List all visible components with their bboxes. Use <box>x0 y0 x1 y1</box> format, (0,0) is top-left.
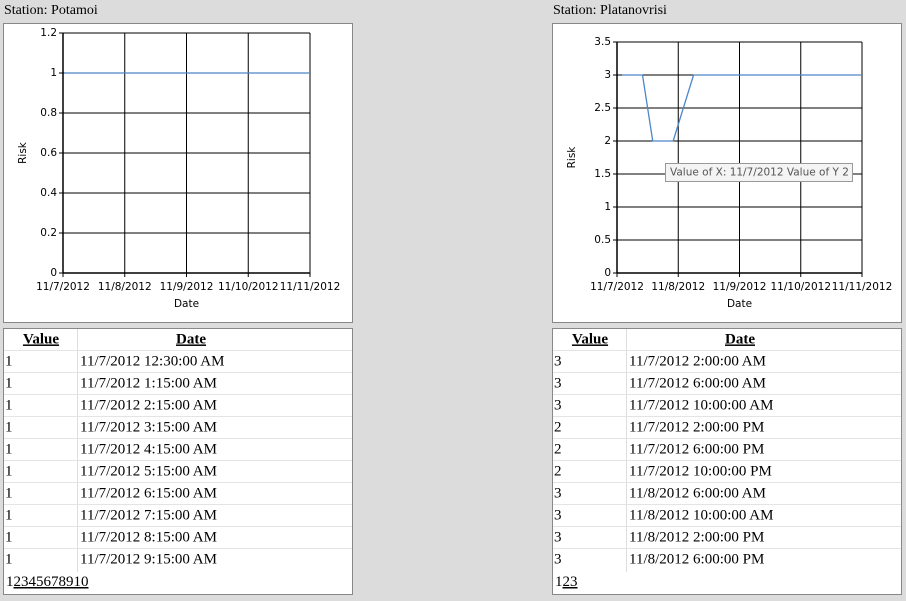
y-tick-label: 0 <box>604 267 611 279</box>
cell-value: 3 <box>554 529 562 545</box>
y-axis-label: Risk <box>566 146 578 169</box>
page-link[interactable]: 9 <box>66 574 74 590</box>
cell-date: 11/8/2012 6:00:00 PM <box>629 551 764 567</box>
page-link[interactable]: 3 <box>570 574 578 590</box>
cell-value: 1 <box>5 507 13 523</box>
y-tick-label: 1 <box>604 201 611 213</box>
cell-date: 11/7/2012 3:15:00 AM <box>80 419 217 435</box>
x-tick-label: 11/7/2012 <box>36 281 90 293</box>
x-tick-label: 11/11/2012 <box>280 281 341 293</box>
x-tick-label: 11/7/2012 <box>590 281 644 293</box>
cell-value: 3 <box>554 507 562 523</box>
page-link: 1 <box>555 574 563 590</box>
x-tick-label: 11/9/2012 <box>160 281 214 293</box>
y-tick-label: 0.8 <box>40 107 57 119</box>
tooltip-text: Value of X: 11/7/2012 Value of Y 2 <box>670 167 849 179</box>
column-header[interactable]: Value <box>23 331 59 347</box>
column-header[interactable]: Value <box>572 331 608 347</box>
y-tick-label: 1.2 <box>40 27 57 39</box>
cell-value: 1 <box>5 375 13 391</box>
x-axis-label: Date <box>174 298 199 310</box>
page-link[interactable]: 2 <box>563 574 571 590</box>
cell-value: 1 <box>5 419 13 435</box>
cell-date: 11/7/2012 5:15:00 AM <box>80 463 217 479</box>
page-link[interactable]: 2 <box>14 574 22 590</box>
cell-value: 3 <box>554 353 562 369</box>
page-link[interactable]: 4 <box>29 574 37 590</box>
cell-date: 11/7/2012 6:15:00 AM <box>80 485 217 501</box>
cell-value: 1 <box>5 485 13 501</box>
x-tick-label: 11/9/2012 <box>713 281 767 293</box>
cell-value: 1 <box>5 463 13 479</box>
cell-date: 11/7/2012 6:00:00 AM <box>629 375 766 391</box>
tooltip-box <box>665 163 853 182</box>
cell-date: 11/7/2012 6:00:00 PM <box>629 441 764 457</box>
page-link[interactable]: 5 <box>36 574 44 590</box>
cell-value: 3 <box>554 375 562 391</box>
y-tick-label: 3.5 <box>594 36 611 48</box>
cell-date: 11/8/2012 2:00:00 PM <box>629 529 764 545</box>
y-tick-label: 0.4 <box>40 187 57 199</box>
page-link: 1 <box>6 574 14 590</box>
column-header[interactable]: Date <box>725 331 755 347</box>
cell-date: 11/8/2012 10:00:00 AM <box>629 507 773 523</box>
x-tick-label: 11/10/2012 <box>218 281 279 293</box>
cell-date: 11/7/2012 4:15:00 AM <box>80 441 217 457</box>
y-tick-label: 2.5 <box>594 102 611 114</box>
cell-value: 2 <box>554 463 562 479</box>
station-label: Station: Platanovrisi <box>553 3 667 18</box>
x-tick-label: 11/10/2012 <box>770 281 831 293</box>
x-tick-label: 11/11/2012 <box>832 281 893 293</box>
x-tick-label: 11/8/2012 <box>98 281 152 293</box>
y-tick-label: 1.5 <box>594 168 611 180</box>
cell-date: 11/7/2012 10:00:00 AM <box>629 397 773 413</box>
cell-date: 11/7/2012 8:15:00 AM <box>80 529 217 545</box>
y-tick-label: 2 <box>604 135 611 147</box>
cell-value: 1 <box>5 353 13 369</box>
cell-value: 1 <box>5 529 13 545</box>
y-tick-label: 1 <box>50 67 57 79</box>
cell-value: 3 <box>554 397 562 413</box>
page-link[interactable]: 6 <box>44 574 52 590</box>
y-axis-label: Risk <box>17 141 29 164</box>
pager: 123 <box>555 574 578 590</box>
cell-date: 11/7/2012 10:00:00 PM <box>629 463 772 479</box>
cell-value: 1 <box>5 551 13 567</box>
cell-value: 2 <box>554 419 562 435</box>
cell-date: 11/7/2012 2:00:00 PM <box>629 419 764 435</box>
page-link[interactable]: 8 <box>59 574 67 590</box>
cell-date: 11/7/2012 2:00:00 AM <box>629 353 766 369</box>
y-tick-label: 0.6 <box>40 147 57 159</box>
x-tick-label: 11/8/2012 <box>651 281 705 293</box>
y-tick-label: 0.2 <box>40 227 57 239</box>
column-header[interactable]: Date <box>176 331 206 347</box>
data-line <box>622 74 862 142</box>
x-axis-label: Date <box>727 298 752 310</box>
y-tick-label: 0.5 <box>594 234 611 246</box>
pager: 12345678910 <box>6 574 89 590</box>
cell-value: 1 <box>5 441 13 457</box>
y-tick-label: 3 <box>604 69 611 81</box>
cell-date: 11/8/2012 6:00:00 AM <box>629 485 766 501</box>
cell-date: 11/7/2012 2:15:00 AM <box>80 397 217 413</box>
cell-value: 3 <box>554 551 562 567</box>
cell-date: 11/7/2012 9:15:00 AM <box>80 551 217 567</box>
station-label: Station: Potamoi <box>4 3 98 18</box>
cell-date: 11/7/2012 12:30:00 AM <box>80 353 224 369</box>
cell-date: 11/7/2012 1:15:00 AM <box>80 375 217 391</box>
cell-value: 2 <box>554 441 562 457</box>
cell-value: 3 <box>554 485 562 501</box>
y-tick-label: 0 <box>50 267 57 279</box>
page-link[interactable]: 7 <box>51 574 59 590</box>
page-link[interactable]: 10 <box>74 574 89 590</box>
cell-date: 11/7/2012 7:15:00 AM <box>80 507 217 523</box>
page-link[interactable]: 3 <box>21 574 29 590</box>
cell-value: 1 <box>5 397 13 413</box>
